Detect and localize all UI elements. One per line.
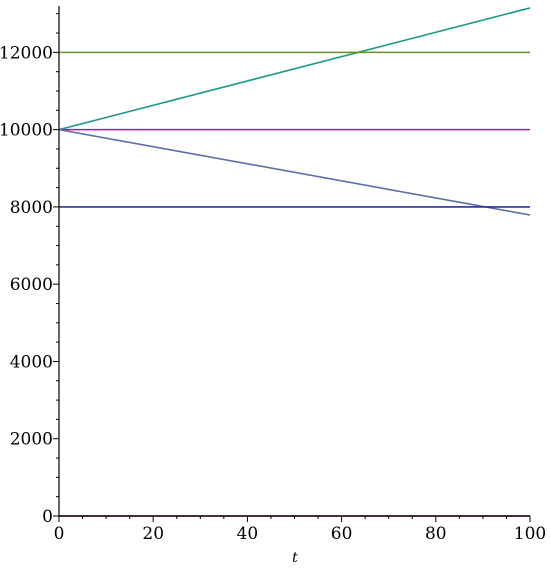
x-tick-label: 0 <box>54 524 65 544</box>
y-tick-label: 2000 <box>10 430 53 450</box>
x-tick-label: 20 <box>142 524 164 544</box>
x-axis-label: t <box>292 550 298 566</box>
x-tick-label: 40 <box>237 524 259 544</box>
y-tick-label: 12000 <box>0 43 53 63</box>
series-line-1 <box>58 7 531 131</box>
y-tick-label: 6000 <box>10 275 53 295</box>
series-layer <box>58 7 531 517</box>
axes-layer <box>53 6 531 522</box>
x-tick-label: 60 <box>331 524 353 544</box>
y-tick-label: 8000 <box>10 198 53 218</box>
labels-layer: t 0 20 40 60 80 100 0 2000 4000 6000 8000 10000 1200… <box>0 43 546 566</box>
x-tick-label: 100 <box>514 524 546 544</box>
series-line-4 <box>58 128 531 216</box>
y-tick-label: 10000 <box>0 121 53 141</box>
y-tick-label: 0 <box>42 507 53 527</box>
x-tick-label: 80 <box>425 524 447 544</box>
y-tick-label: 4000 <box>10 352 53 372</box>
